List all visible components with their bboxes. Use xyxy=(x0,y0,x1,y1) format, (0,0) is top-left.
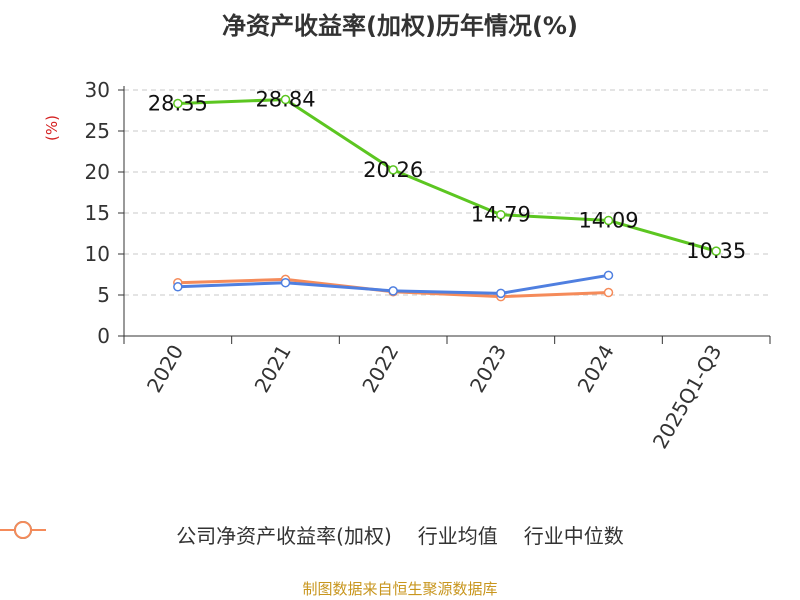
data-point xyxy=(280,277,291,288)
legend-label-industry-median: 行业中位数 xyxy=(523,524,624,548)
data-point xyxy=(280,94,291,105)
legend-label-industry-mean: 行业均值 xyxy=(417,524,498,548)
y-tick-label: 5 xyxy=(97,283,110,307)
data-label: 28.35 xyxy=(148,92,208,116)
y-tick-label: 30 xyxy=(85,78,110,102)
y-tick-label: 25 xyxy=(85,119,110,143)
data-point xyxy=(388,286,398,296)
legend-swatch-industry-median xyxy=(0,521,46,539)
legend-item-industry-median[interactable]: 行业中位数 xyxy=(0,520,624,549)
data-label: 14.09 xyxy=(578,208,638,232)
x-tick-label: 2022 xyxy=(357,341,403,397)
data-label: 28.84 xyxy=(255,88,315,112)
source-footer: 制图数据来自恒生聚源数据库 xyxy=(302,580,498,598)
legend: 公司净资产收益率(加权) 行业均值 行业中位数 xyxy=(0,520,800,549)
chart-title: 净资产收益率(加权)历年情况(%) xyxy=(222,12,578,40)
legend-item-company[interactable]: 公司净资产收益率(加权) xyxy=(0,520,392,549)
data-label: 14.79 xyxy=(471,203,531,227)
data-label: 20.26 xyxy=(363,158,423,182)
data-point xyxy=(603,215,614,226)
x-tick-label: 2020 xyxy=(142,341,188,397)
data-point xyxy=(173,282,183,292)
series-line xyxy=(177,98,717,253)
y-tick-label: 15 xyxy=(85,201,110,225)
x-tick-label: 2021 xyxy=(250,341,296,397)
data-label: 10.35 xyxy=(686,239,746,263)
data-point xyxy=(603,270,614,281)
y-tick-label: 20 xyxy=(85,160,110,184)
y-tick-label: 10 xyxy=(85,242,110,266)
data-point xyxy=(496,209,506,220)
x-tick-label: 2023 xyxy=(465,341,511,397)
legend-label-company: 公司净资产收益率(加权) xyxy=(176,524,392,548)
x-tick-label: 2024 xyxy=(573,341,619,397)
data-point xyxy=(711,246,721,256)
legend-item-industry-mean[interactable]: 行业均值 xyxy=(0,520,498,549)
y-tick-label: 0 xyxy=(97,324,110,348)
x-tick-label: 2025Q1-Q3 xyxy=(648,341,727,453)
data-point xyxy=(173,98,183,109)
data-point xyxy=(603,287,614,298)
line-chart: 0 5 10 15 20 25 30 2020 2021 2022 2023 2024 2025Q1-Q… xyxy=(85,78,771,453)
data-point xyxy=(388,165,398,175)
data-point xyxy=(496,288,506,299)
